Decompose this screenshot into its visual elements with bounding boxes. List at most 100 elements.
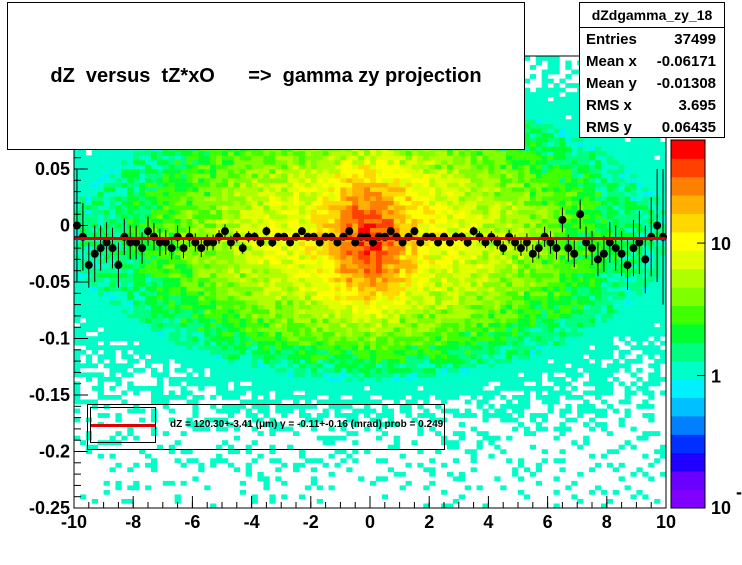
heatmap-cell bbox=[233, 390, 241, 396]
heatmap-cell bbox=[352, 327, 359, 333]
heatmap-cell bbox=[298, 254, 306, 260]
heatmap-cell bbox=[150, 150, 158, 156]
heatmap-cell bbox=[358, 259, 365, 265]
heatmap-cell bbox=[405, 272, 412, 278]
heatmap-cell bbox=[441, 286, 448, 292]
heatmap-cell bbox=[121, 300, 128, 305]
heatmap-cell bbox=[162, 327, 170, 333]
heatmap-cell bbox=[328, 182, 335, 188]
heatmap-cell bbox=[328, 340, 335, 346]
heatmap-cell bbox=[387, 218, 394, 224]
heatmap-cell bbox=[263, 327, 270, 333]
heatmap-cell bbox=[334, 435, 341, 441]
heatmap-cell bbox=[387, 241, 394, 247]
heatmap-cell bbox=[393, 327, 400, 333]
heatmap-cell bbox=[405, 214, 412, 220]
heatmap-cell bbox=[97, 191, 104, 197]
heatmap-cell bbox=[79, 363, 87, 369]
heatmap-cell bbox=[227, 300, 235, 305]
heatmap-cell bbox=[387, 169, 394, 174]
heatmap-cell bbox=[227, 291, 235, 296]
heatmap-cell bbox=[375, 245, 383, 251]
heatmap-cell bbox=[423, 327, 430, 333]
heatmap-cell bbox=[304, 214, 312, 220]
heatmap-cell bbox=[263, 413, 270, 418]
heatmap-cell bbox=[452, 250, 460, 256]
heatmap-cell bbox=[162, 367, 170, 373]
heatmap-cell bbox=[257, 404, 264, 409]
heatmap-cell bbox=[245, 327, 252, 333]
heatmap-cell bbox=[304, 263, 312, 269]
heatmap-cell bbox=[287, 191, 294, 197]
heatmap-cell bbox=[239, 223, 246, 229]
heatmap-cell bbox=[435, 449, 442, 455]
heatmap-cell bbox=[263, 155, 270, 161]
heatmap-cell bbox=[91, 498, 98, 504]
heatmap-cell bbox=[452, 390, 460, 396]
heatmap-cell bbox=[198, 259, 205, 265]
heatmap-cell bbox=[150, 196, 158, 201]
heatmap-cell bbox=[352, 272, 359, 278]
heatmap-cell bbox=[121, 164, 128, 170]
heatmap-cell bbox=[405, 363, 412, 369]
heatmap-cell bbox=[91, 313, 98, 319]
heatmap-cell bbox=[358, 200, 365, 206]
heatmap-cell bbox=[393, 390, 400, 396]
heatmap-cell bbox=[168, 381, 175, 387]
heatmap-cell bbox=[393, 440, 400, 446]
heatmap-cell bbox=[257, 471, 264, 477]
heatmap-cell bbox=[328, 440, 335, 446]
heatmap-cell bbox=[97, 187, 104, 192]
heatmap-cell bbox=[133, 187, 140, 192]
heatmap-cell bbox=[446, 376, 454, 382]
heatmap-cell bbox=[150, 327, 158, 333]
heatmap-cell bbox=[162, 205, 170, 210]
heatmap-cell bbox=[304, 245, 312, 251]
heatmap-cell bbox=[227, 444, 235, 450]
heatmap-cell bbox=[174, 327, 181, 333]
heatmap-cell bbox=[393, 345, 400, 351]
heatmap-cell bbox=[381, 390, 389, 396]
heatmap-cell bbox=[352, 187, 359, 192]
heatmap-cell bbox=[97, 268, 104, 274]
heatmap-cell bbox=[74, 159, 81, 165]
heatmap-cell bbox=[304, 309, 312, 314]
heatmap-cell bbox=[429, 187, 436, 192]
heatmap-cell bbox=[91, 318, 98, 323]
heatmap-cell bbox=[334, 218, 341, 224]
heatmap-cell bbox=[174, 498, 181, 504]
heatmap-cell bbox=[174, 458, 181, 464]
heatmap-cell bbox=[381, 196, 389, 201]
heatmap-cell bbox=[435, 155, 442, 161]
heatmap-cell bbox=[370, 218, 377, 224]
heatmap-cell bbox=[74, 408, 81, 414]
heatmap-cell bbox=[458, 173, 466, 179]
heatmap-cell bbox=[198, 376, 205, 382]
heatmap-cell bbox=[79, 399, 87, 405]
heatmap-cell bbox=[168, 282, 175, 287]
heatmap-cell bbox=[334, 318, 341, 323]
heatmap-cell bbox=[322, 286, 329, 292]
heatmap-cell bbox=[97, 182, 104, 188]
heatmap-cell bbox=[322, 358, 329, 364]
heatmap-cell bbox=[435, 232, 442, 238]
heatmap-cell bbox=[411, 245, 418, 251]
heatmap-cell bbox=[310, 164, 318, 170]
heatmap-cell bbox=[210, 349, 217, 355]
heatmap-cell bbox=[91, 322, 98, 328]
heatmap-cell bbox=[257, 173, 264, 179]
heatmap-cell bbox=[139, 218, 146, 224]
heatmap-cell bbox=[328, 169, 335, 174]
heatmap-cell bbox=[168, 313, 175, 319]
heatmap-cell bbox=[204, 354, 211, 360]
heatmap-cell bbox=[198, 349, 205, 355]
heatmap-cell bbox=[417, 331, 424, 337]
heatmap-cell bbox=[328, 196, 335, 201]
heatmap-cell bbox=[133, 282, 140, 287]
heatmap-cell bbox=[334, 291, 341, 296]
heatmap-cell bbox=[441, 227, 448, 233]
heatmap-cell bbox=[411, 159, 418, 165]
heatmap-cell bbox=[381, 422, 389, 427]
heatmap-cell bbox=[269, 205, 276, 210]
heatmap-cell bbox=[441, 345, 448, 351]
